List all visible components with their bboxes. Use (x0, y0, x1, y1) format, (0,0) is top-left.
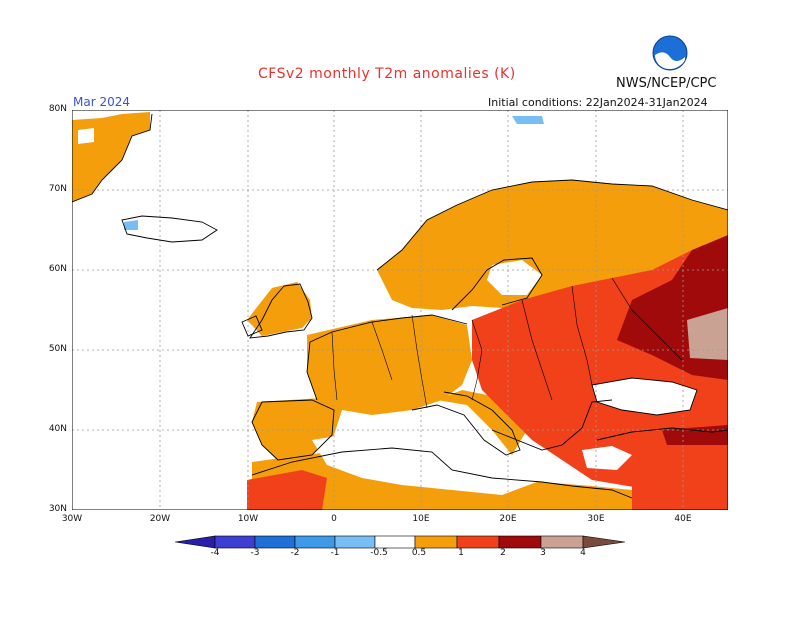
lon-label: 20W (149, 514, 171, 524)
map-title: CFSv2 monthly T2m anomalies (K) (258, 66, 516, 82)
country-borders (331, 277, 683, 409)
lon-label: 40E (674, 514, 692, 524)
colorbar-label: 1 (458, 548, 464, 558)
anomaly-shading (72, 112, 728, 510)
colorbar-label: 4 (580, 548, 586, 558)
lat-label: 70N (48, 184, 67, 194)
lon-label: 20E (499, 514, 517, 524)
lon-label: 10W (237, 514, 259, 524)
lon-label: 10E (412, 514, 430, 524)
lat-label: 40N (48, 424, 67, 434)
lon-label: 30W (61, 514, 83, 524)
colorbar-label: 2 (500, 548, 506, 558)
colorbar-label: -2 (290, 548, 300, 558)
colorbar (175, 535, 626, 549)
lat-label: 80N (48, 104, 67, 114)
colorbar-label: 3 (540, 548, 546, 558)
agency-label: NWS/NCEP/CPC (616, 76, 717, 91)
colorbar-label: -3 (250, 548, 260, 558)
initial-conditions: Initial conditions: 22Jan2024-31Jan2024 (488, 96, 708, 109)
coastlines (72, 113, 728, 499)
forecast-month: Mar 2024 (73, 95, 130, 109)
colorbar-label: 0.5 (411, 548, 427, 558)
lon-label: 0 (331, 514, 337, 524)
colorbar-label: -1 (330, 548, 340, 558)
lat-label: 50N (48, 344, 67, 354)
lat-label: 60N (48, 264, 67, 274)
colorbar-label: -0.5 (370, 548, 388, 558)
noaa-logo-icon (652, 35, 688, 71)
lon-label: 30E (587, 514, 605, 524)
lat-lon-grid (72, 110, 728, 510)
anomaly-map (72, 110, 728, 510)
colorbar-label: -4 (210, 548, 220, 558)
lat-label: 30N (48, 504, 67, 514)
